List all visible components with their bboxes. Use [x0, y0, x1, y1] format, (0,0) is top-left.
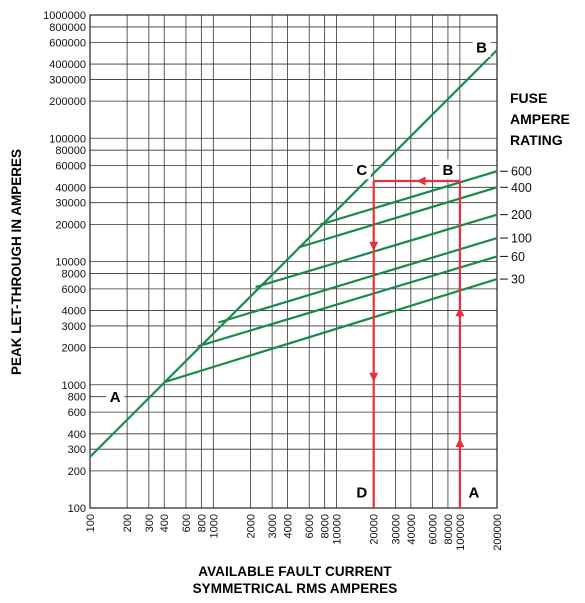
series-line-200 [255, 213, 498, 289]
y-tick-label: 3000 [62, 321, 86, 333]
y-tick-label: 100 [68, 503, 86, 515]
series-label-400: 400 [511, 181, 532, 195]
grid [89, 14, 498, 509]
x-axis-label-line1: AVAILABLE FAULT CURRENT [198, 564, 392, 579]
x-tick-label: 30000 [390, 514, 402, 545]
x-tick-label: 8000 [320, 514, 332, 538]
point-label-A: A [110, 389, 121, 406]
y-tick-label: 600 [68, 407, 86, 419]
y-tick-label: 100000 [49, 133, 86, 145]
series-label-600: 600 [511, 165, 532, 179]
arrowhead [369, 372, 379, 382]
y-tick-label: 60000 [55, 161, 86, 173]
x-tick-labels: 100 200 300 400 600 800 1000 2000 3000 4000 6000 80… [85, 514, 504, 551]
y-tick-label: 1000 [62, 380, 86, 392]
y-tick-label: 300000 [49, 74, 86, 86]
y-tick-label: 20000 [55, 219, 86, 231]
point-label-bg [352, 481, 371, 502]
point-label-B: B [476, 40, 487, 57]
y-tick-label: 200 [68, 466, 86, 478]
y-tick-label: 800000 [49, 22, 86, 34]
x-tick-label: 200000 [492, 514, 504, 551]
y-tick-label: 1000000 [43, 10, 86, 22]
plot-frame [89, 14, 498, 509]
x-tick-label: 4000 [283, 514, 295, 538]
y-tick-label: 2000 [62, 343, 86, 355]
x-tick-label: 200 [122, 514, 134, 532]
arrowhead [416, 176, 426, 186]
x-tick-label: 3000 [267, 514, 279, 538]
y-axis-label: PEAK LET-THROUGH IN AMPERES [9, 149, 24, 375]
series-labels: 600 400 200 100 60 30 [500, 165, 532, 287]
series-lines [89, 49, 498, 458]
y-tick-label: 400000 [49, 59, 86, 71]
point-label-bg [464, 481, 483, 502]
series-line-30 [163, 278, 498, 384]
point-label-bg [438, 159, 457, 180]
legend-title-line: FUSE [510, 90, 547, 106]
point-label-bg [106, 386, 125, 407]
x-tick-label: 40000 [406, 514, 418, 545]
x-axis-label-line2: SYMMETRICAL RMS AMPERES [192, 581, 398, 596]
x-tick-label: 800 [196, 514, 208, 532]
series-line-600 [320, 170, 498, 226]
y-tick-label: 6000 [62, 284, 86, 296]
y-tick-label: 4000 [62, 306, 86, 318]
x-tick-label: 100 [85, 514, 97, 532]
y-tick-label: 30000 [55, 198, 86, 210]
y-tick-label: 40000 [55, 182, 86, 194]
x-tick-label: 1000 [208, 514, 220, 538]
x-tick-label: 300 [144, 514, 156, 532]
arrow-path [369, 176, 465, 508]
arrowhead [455, 438, 465, 448]
legend-title-line: AMPERE [510, 111, 570, 127]
x-tick-label: 2000 [245, 514, 257, 538]
let-through-limit-line [89, 49, 498, 458]
x-tick-label: 60000 [428, 514, 440, 545]
x-tick-label: 100000 [455, 514, 467, 551]
series-label-100: 100 [511, 232, 532, 246]
y-tick-label: 80000 [55, 145, 86, 157]
y-tick-label: 10000 [55, 257, 86, 269]
y-tick-label: 300 [68, 444, 86, 456]
point-label-D: D [356, 484, 367, 501]
y-tick-label: 8000 [62, 268, 86, 280]
arrowhead [369, 241, 379, 251]
point-labels: A B C B D A [106, 37, 491, 502]
arrowhead [455, 307, 465, 317]
series-line-100 [218, 236, 498, 324]
y-tick-label: 800 [68, 392, 86, 404]
point-label-C: C [356, 162, 367, 179]
legend-title: FUSE AMPERE RATING [510, 90, 570, 148]
point-label-B: B [443, 162, 454, 179]
x-tick-label: 400 [159, 514, 171, 532]
point-label-bg [352, 159, 371, 180]
x-tick-label: 80000 [443, 514, 455, 545]
series-label-200: 200 [511, 208, 532, 222]
x-tick-label: 10000 [332, 514, 344, 545]
x-tick-label: 600 [181, 514, 193, 532]
series-line-400 [298, 186, 498, 249]
x-tick-label: 6000 [304, 514, 316, 538]
y-tick-label: 600000 [49, 37, 86, 49]
y-tick-label: 400 [68, 429, 86, 441]
series-label-60: 60 [511, 250, 525, 264]
series-label-30: 30 [511, 273, 525, 287]
series-line-60 [197, 255, 498, 348]
x-tick-label: 20000 [369, 514, 381, 545]
y-tick-label: 200000 [49, 96, 86, 108]
legend-title-line: RATING [510, 132, 563, 148]
point-label-A: A [469, 484, 480, 501]
point-label-bg [472, 37, 491, 58]
